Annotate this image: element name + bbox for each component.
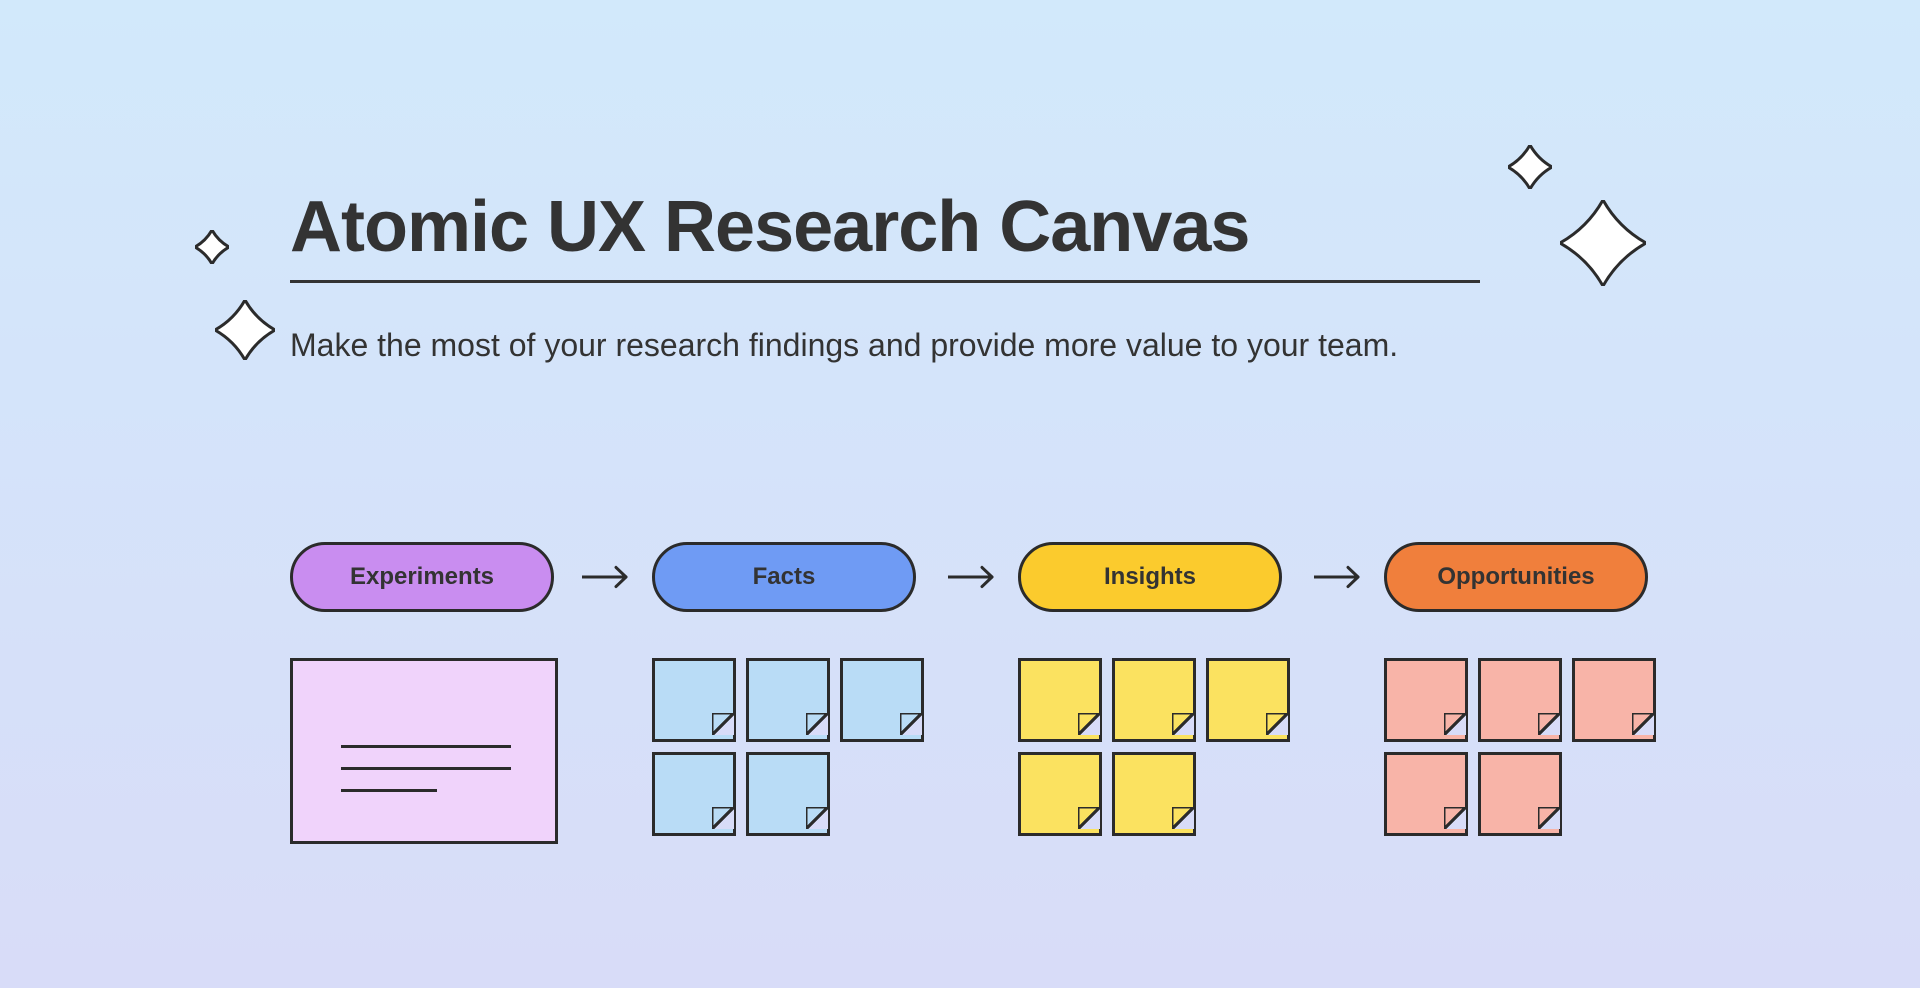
- note-fold-icon: [1266, 713, 1288, 740]
- flow-arrow-icon: [924, 542, 1018, 612]
- notes-insights: [1018, 658, 1290, 836]
- stage-pill-label: Experiments: [350, 563, 494, 591]
- sticky-note: [1478, 752, 1562, 836]
- note-fold-icon: [1538, 713, 1560, 740]
- sticky-note: [1384, 658, 1468, 742]
- card-text-line: [341, 767, 511, 770]
- stage-pill-label: Insights: [1104, 563, 1196, 591]
- notes-facts: [652, 658, 924, 836]
- stage-pill-facts: Facts: [652, 542, 916, 612]
- note-fold-icon: [712, 713, 734, 740]
- sticky-note: [652, 752, 736, 836]
- sticky-note: [1018, 658, 1102, 742]
- stage-opportunities: Opportunities: [1384, 542, 1656, 836]
- sticky-note: [1478, 658, 1562, 742]
- stage-pill-label: Facts: [753, 563, 816, 591]
- stage-pill-label: Opportunities: [1437, 563, 1594, 591]
- note-fold-icon: [1444, 713, 1466, 740]
- stage-insights: Insights: [1018, 542, 1290, 836]
- sparkle-icon: [1560, 200, 1646, 291]
- title-underline: [290, 280, 1480, 283]
- sticky-note: [1018, 752, 1102, 836]
- sticky-note: [1572, 658, 1656, 742]
- note-fold-icon: [1078, 713, 1100, 740]
- experiment-card: [290, 658, 558, 844]
- sparkle-icon: [215, 300, 275, 365]
- process-flow: Experiments Facts Insights: [290, 542, 1656, 844]
- note-fold-icon: [900, 713, 922, 740]
- flow-arrow-icon: [558, 542, 652, 612]
- stage-pill-experiments: Experiments: [290, 542, 554, 612]
- note-fold-icon: [712, 807, 734, 834]
- sticky-note: [746, 658, 830, 742]
- stage-pill-opportunities: Opportunities: [1384, 542, 1648, 612]
- page-subtitle: Make the most of your research findings …: [290, 327, 1480, 364]
- sparkle-icon: [195, 230, 229, 269]
- stage-pill-insights: Insights: [1018, 542, 1282, 612]
- sticky-note: [1384, 752, 1468, 836]
- sticky-note: [1112, 752, 1196, 836]
- note-fold-icon: [1172, 807, 1194, 834]
- sparkle-icon: [1508, 145, 1552, 194]
- sticky-note: [1206, 658, 1290, 742]
- note-fold-icon: [1078, 807, 1100, 834]
- note-fold-icon: [806, 807, 828, 834]
- stage-facts: Facts: [652, 542, 924, 836]
- note-fold-icon: [1538, 807, 1560, 834]
- note-fold-icon: [1172, 713, 1194, 740]
- note-fold-icon: [806, 713, 828, 740]
- page-title: Atomic UX Research Canvas: [290, 190, 1480, 266]
- sticky-note: [1112, 658, 1196, 742]
- note-fold-icon: [1444, 807, 1466, 834]
- stage-experiments: Experiments: [290, 542, 558, 844]
- sticky-note: [840, 658, 924, 742]
- card-text-line: [341, 745, 511, 748]
- infographic-canvas: Atomic UX Research Canvas Make the most …: [0, 0, 1920, 988]
- title-block: Atomic UX Research Canvas Make the most …: [290, 190, 1480, 364]
- card-text-line: [341, 789, 437, 792]
- sticky-note: [746, 752, 830, 836]
- notes-opportunities: [1384, 658, 1656, 836]
- flow-arrow-icon: [1290, 542, 1384, 612]
- sticky-note: [652, 658, 736, 742]
- note-fold-icon: [1632, 713, 1654, 740]
